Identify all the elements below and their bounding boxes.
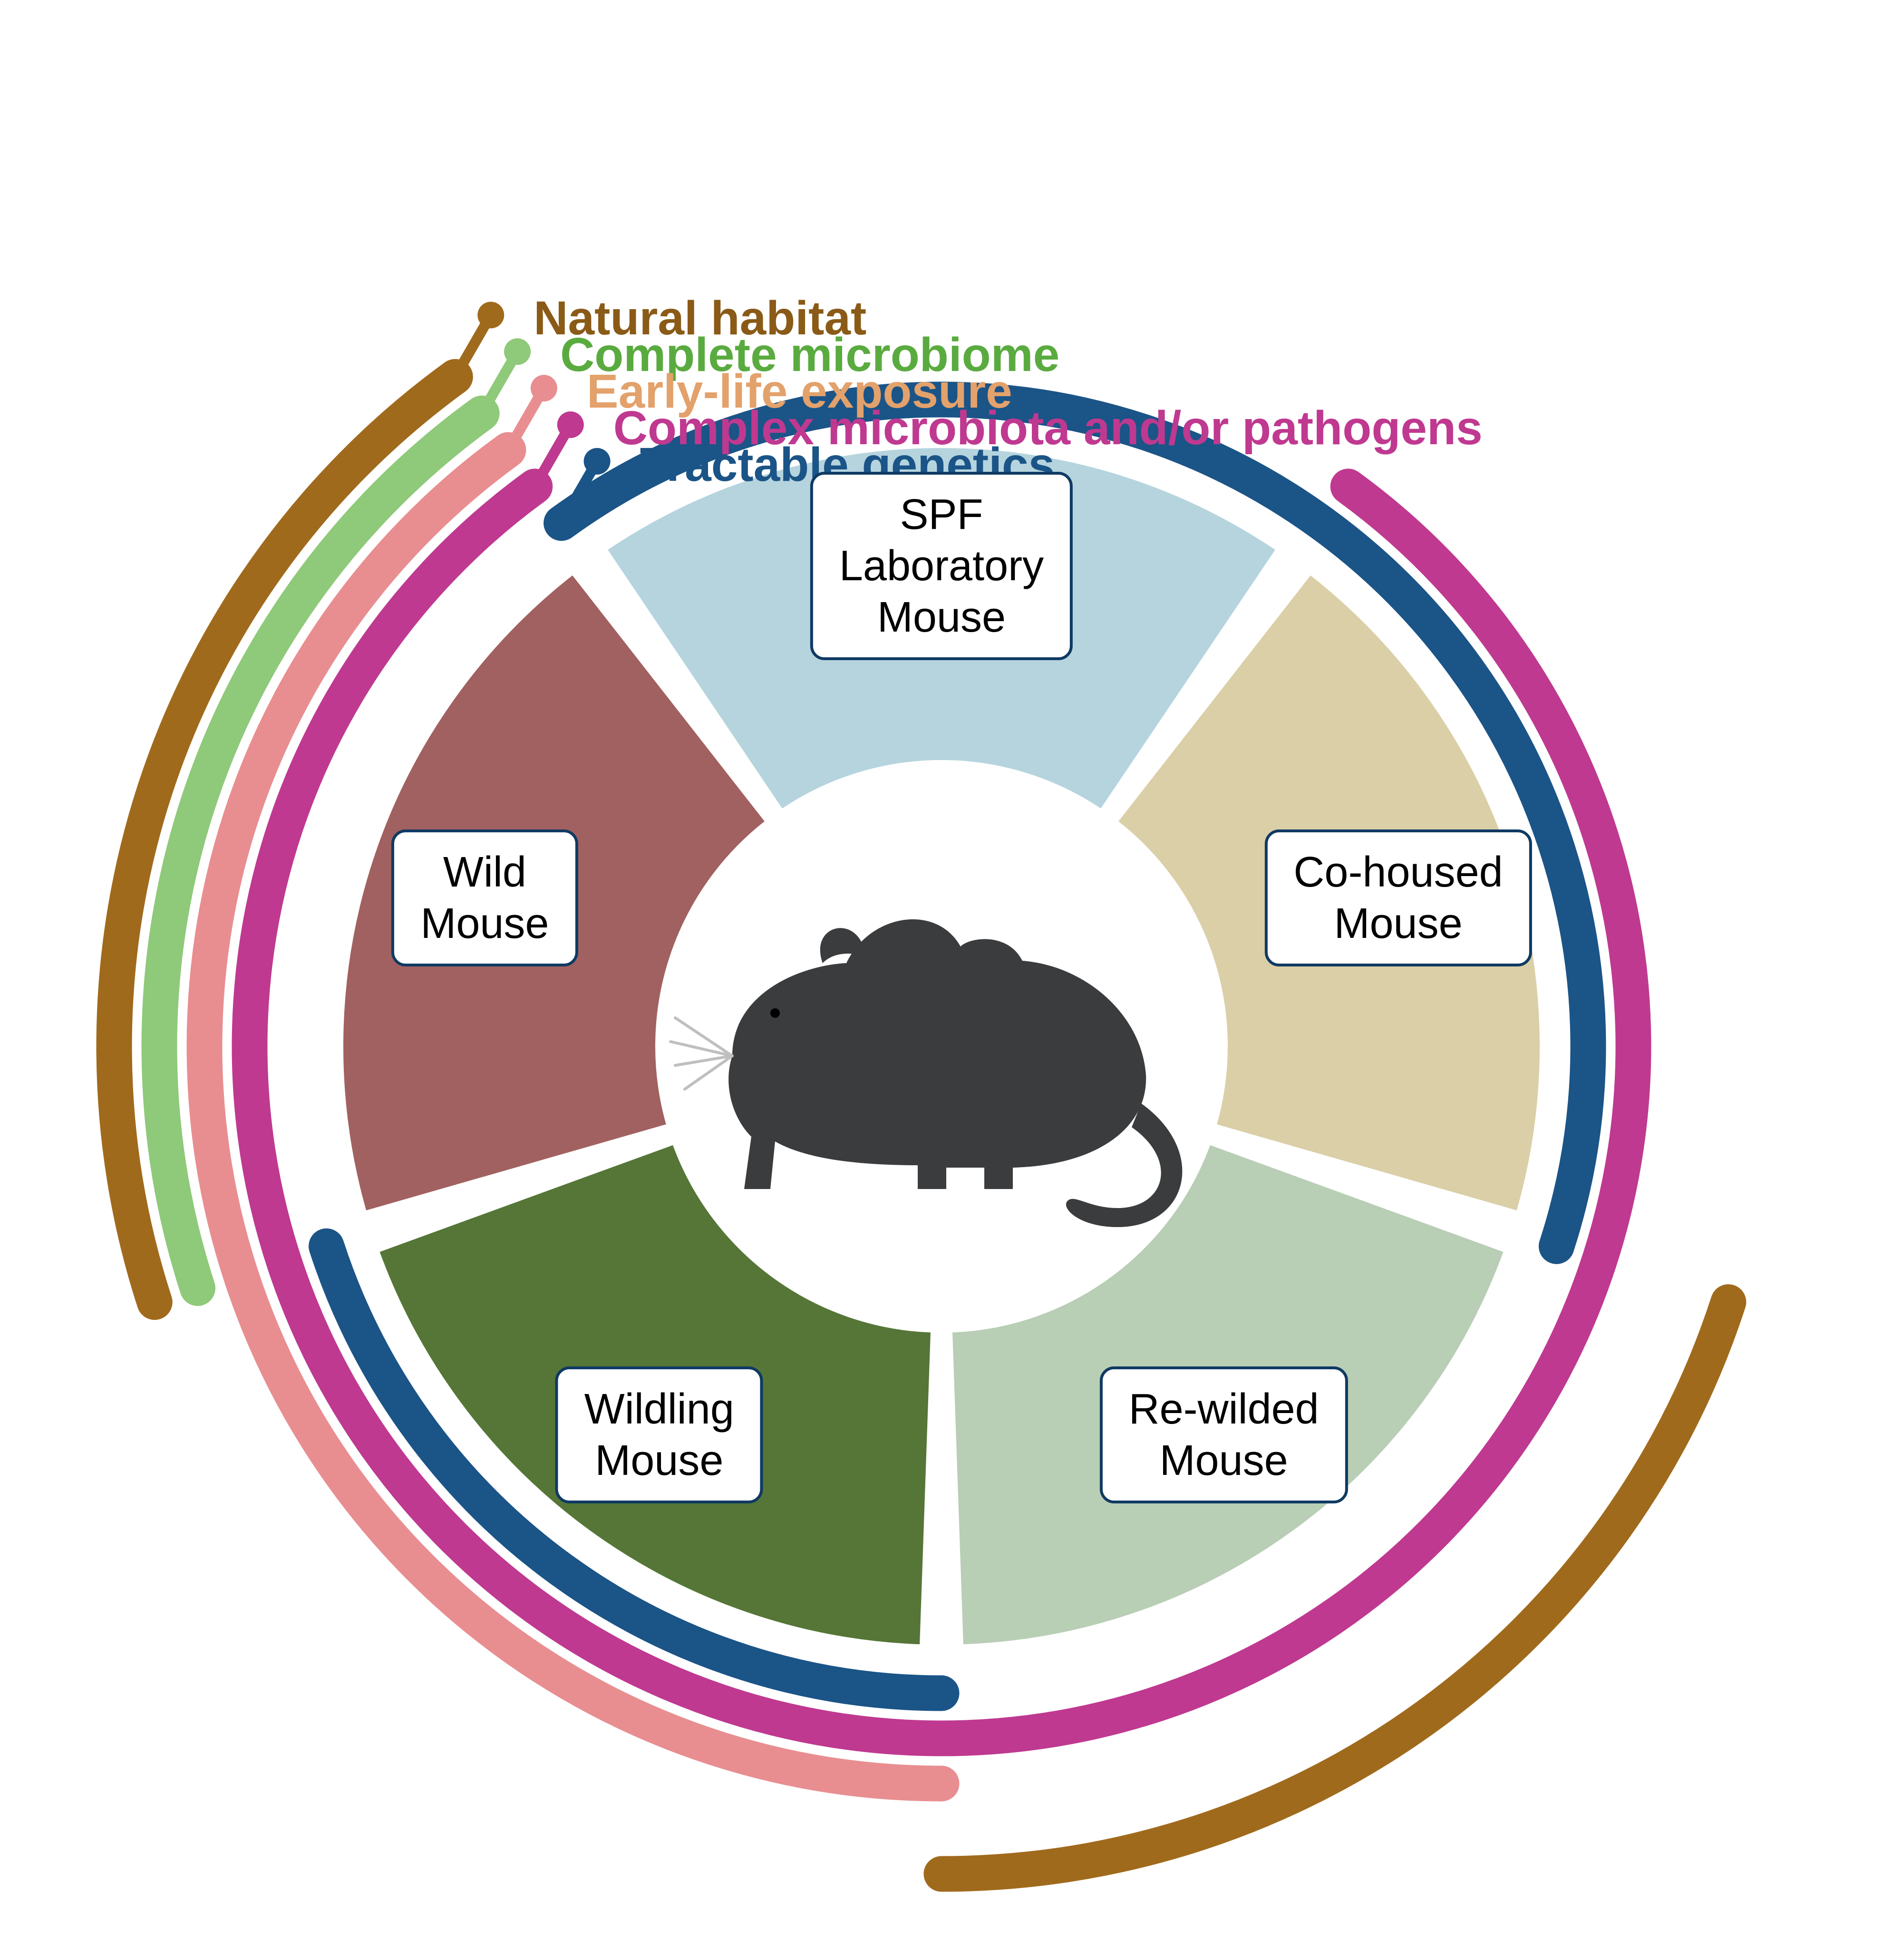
mouse-eye — [770, 1008, 780, 1018]
legend-pin-head-natural_habitat — [477, 302, 504, 328]
segment-label-spf: SPFLaboratoryMouse — [810, 472, 1073, 660]
segment-label-rewilded: Re-wildedMouse — [1100, 1366, 1348, 1503]
legend-pin-head-complete_microbiome — [504, 338, 531, 365]
legend-pin-head-tractable — [584, 448, 611, 475]
segment-label-wild: WildMouse — [391, 829, 578, 966]
segment-label-wildling: WildlingMouse — [555, 1366, 763, 1503]
legend-pin-head-complex_pathogens — [557, 411, 584, 438]
segment-label-cohoused: Co-housedMouse — [1264, 829, 1532, 966]
diagram-svg — [0, 0, 1883, 1960]
legend-pin-head-early_life — [531, 375, 557, 401]
diagram-root: Natural habitatComplete microbiomeEarly-… — [0, 0, 1883, 1960]
